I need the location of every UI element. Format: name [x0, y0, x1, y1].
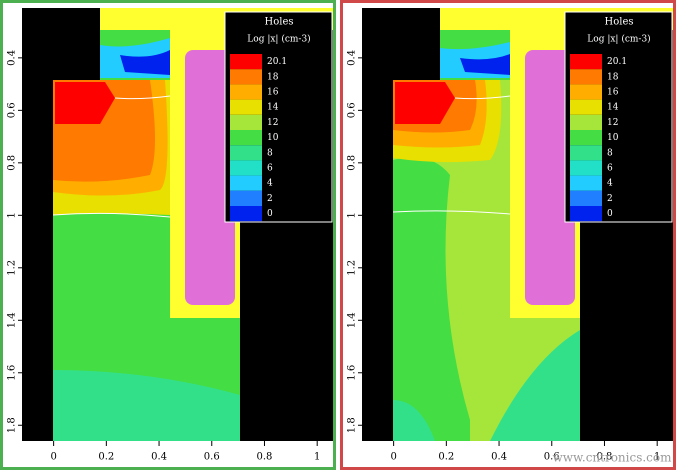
- colorbar-label: 12: [607, 118, 618, 128]
- x-tick-label: 0.4: [491, 452, 507, 463]
- y-tick-label: 1.2: [7, 260, 18, 276]
- colorbar-swatch: [230, 130, 262, 146]
- legend-subtitle: Log |x| (cm-3): [587, 34, 650, 45]
- y-tick-label: 0.8: [347, 155, 358, 171]
- colorbar-swatch: [230, 69, 262, 85]
- colorbar-swatch: [230, 145, 262, 161]
- colorbar-label: 6: [607, 164, 613, 174]
- colorbar-swatch: [570, 190, 602, 206]
- x-tick-label: 0.2: [438, 452, 454, 463]
- colorbar-label: 0: [267, 209, 273, 219]
- x-tick-label: 0.6: [204, 452, 220, 463]
- x-tick-label: 1: [314, 452, 320, 463]
- y-tick-label: 1.6: [347, 365, 358, 381]
- colorbar-label: 18: [267, 72, 279, 82]
- colorbar-swatch: [230, 99, 262, 115]
- colorbar-label: 12: [267, 118, 278, 128]
- panel-border: [0, 0, 336, 470]
- y-tick-label: 1.8: [347, 417, 358, 433]
- colorbar-label: 20.1: [607, 57, 627, 67]
- colorbar-label: 14: [607, 103, 619, 113]
- colorbar-swatch: [230, 175, 262, 191]
- colorbar-swatch: [570, 54, 602, 70]
- legend-subtitle: Log |x| (cm-3): [247, 34, 310, 45]
- colorbar-swatch: [570, 114, 602, 130]
- x-tick-label: 0.2: [98, 452, 114, 463]
- colorbar-label: 14: [267, 103, 279, 113]
- colorbar-swatch: [230, 190, 262, 206]
- y-tick-label: 1.4: [347, 312, 358, 328]
- colorbar-label: 2: [607, 194, 613, 204]
- colorbar-swatch: [230, 206, 262, 222]
- x-tick-label: 0: [390, 452, 396, 463]
- colorbar-swatch: [570, 84, 602, 100]
- colorbar-swatch: [230, 54, 262, 70]
- colorbar-label: 8: [267, 148, 273, 158]
- colorbar-swatch: [570, 160, 602, 176]
- x-tick-label: 0: [50, 452, 56, 463]
- colorbar-label: 0: [607, 209, 613, 219]
- colorbar-swatch: [570, 145, 602, 161]
- y-tick-label: 1.4: [7, 312, 18, 328]
- y-tick-label: 1.6: [7, 365, 18, 381]
- colorbar-swatch: [570, 175, 602, 191]
- y-tick-label: 1: [7, 212, 18, 218]
- y-tick-label: 0.4: [347, 50, 358, 66]
- colorbar-swatch: [570, 69, 602, 85]
- colorbar-swatch: [230, 160, 262, 176]
- contour-fill: [52, 8, 333, 441]
- panel-border: [340, 0, 676, 470]
- colorbar-label: 4: [267, 179, 273, 189]
- y-tick-label: 1.2: [347, 260, 358, 276]
- x-tick-label: 0.6: [544, 452, 560, 463]
- panel-right: 0.4 0.6 0.8 1 1.2 1.4 1.6 1.8 0 0.2 0.4 0.6 0.8 1 Hole…: [340, 0, 676, 470]
- y-tick-label: 0.6: [7, 102, 18, 118]
- colorbar-label: 16: [267, 88, 279, 98]
- colorbar-swatch: [230, 84, 262, 100]
- x-tick-label: 0.4: [151, 452, 167, 463]
- colorbar-label: 18: [607, 72, 619, 82]
- panel-left: 0.4 0.6 0.8 1 1.2 1.4 1.6 1.8 0 0.2 0.4 0.6 0.8 1 Hole…: [0, 0, 336, 470]
- y-tick-label: 1.8: [7, 417, 18, 433]
- colorbar-label: 8: [607, 148, 613, 158]
- colorbar-label: 10: [607, 133, 619, 143]
- colorbar-label: 10: [267, 133, 279, 143]
- colorbar-swatch: [570, 206, 602, 222]
- watermark: www.cntronics.com: [552, 451, 672, 465]
- y-tick-label: 0.6: [347, 102, 358, 118]
- colorbar-label: 2: [267, 194, 273, 204]
- colorbar-swatch: [570, 99, 602, 115]
- legend-title: Holes: [605, 17, 634, 28]
- colorbar-label: 16: [607, 88, 619, 98]
- y-tick-label: 0.8: [7, 155, 18, 171]
- y-tick-label: 0.4: [7, 50, 18, 66]
- x-tick-label: 1: [654, 452, 660, 463]
- y-tick-label: 1: [347, 212, 358, 218]
- x-tick-label: 0.8: [257, 452, 273, 463]
- colorbar-swatch: [230, 114, 262, 130]
- colorbar-label: 20.1: [267, 57, 287, 67]
- colorbar-label: 4: [607, 179, 613, 189]
- legend-title: Holes: [265, 17, 294, 28]
- x-tick-label: 0.8: [597, 452, 613, 463]
- colorbar-label: 6: [267, 164, 273, 174]
- colorbar-swatch: [570, 130, 602, 146]
